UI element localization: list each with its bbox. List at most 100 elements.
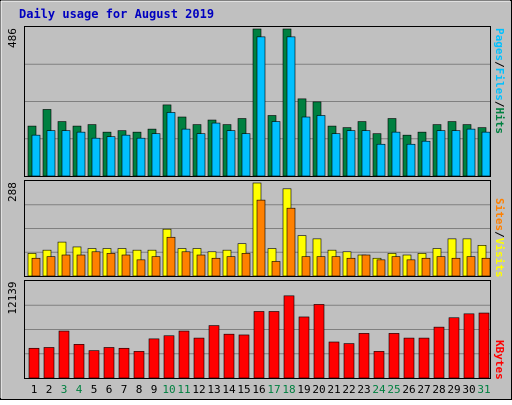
kbytes-bar (88, 350, 100, 379)
kbytes-bar (118, 347, 130, 379)
x-tick-label: 1 (31, 383, 38, 396)
kbytes-bar (238, 334, 250, 379)
files-bar (361, 130, 371, 177)
sites-bar (226, 256, 236, 277)
sites-bar (106, 253, 116, 277)
kbytes-bar (478, 312, 490, 379)
x-tick-label: 15 (237, 383, 250, 396)
x-tick-label: 4 (76, 383, 83, 396)
sites-bar (391, 256, 401, 277)
hits-axis-max-label: 486 (6, 28, 19, 48)
kbytes-axis-max-label: 12139 (6, 281, 19, 314)
sites-bar (136, 259, 146, 277)
files-bar (166, 112, 176, 177)
x-tick-label: 5 (91, 383, 98, 396)
files-bar (61, 130, 71, 177)
kbytes-bar (448, 317, 460, 379)
files-bar (211, 122, 221, 177)
kbytes-bar (43, 347, 55, 379)
x-tick-label: 12 (192, 383, 205, 396)
x-tick-label: 26 (402, 383, 415, 396)
x-tick-label: 24 (372, 383, 386, 396)
x-tick-label: 10 (162, 383, 175, 396)
x-tick-label: 16 (252, 383, 265, 396)
sites-bar (361, 254, 371, 277)
sites-bar (151, 256, 161, 277)
sites-bar (166, 236, 176, 277)
sites-bar (61, 254, 71, 277)
legend-separator: / (493, 231, 506, 238)
x-tick-label: 2 (46, 383, 53, 396)
legend-sites: Sites (493, 198, 506, 231)
files-bar (376, 143, 386, 177)
sites-bar (376, 259, 386, 277)
x-tick-label: 11 (177, 383, 190, 396)
sites-bar (316, 256, 326, 277)
bars (27, 28, 491, 379)
kbytes-bar (163, 335, 175, 379)
files-bar (136, 137, 146, 177)
files-bar (346, 130, 356, 177)
kbytes-bar (193, 337, 205, 379)
sites-bar (436, 256, 446, 277)
kbytes-bar (253, 311, 265, 379)
x-tick-label: 31 (477, 383, 490, 396)
kbytes-bar (403, 337, 415, 379)
files-bar (121, 134, 131, 177)
sites-bar (121, 254, 131, 277)
files-bar (436, 130, 446, 177)
x-tick-label: 13 (207, 383, 220, 396)
kbytes-bar (28, 347, 40, 379)
chart-title: Daily usage for August 2019 (19, 7, 214, 21)
files-bar (241, 133, 251, 177)
sites-bar (46, 256, 56, 277)
sites-bar (241, 253, 251, 277)
x-axis-day-labels: 1 2 3 4 5 6 7 8 9 10 11 12 13 14 15 16 17 18 19 20 21 22 23 24 2… (31, 383, 491, 396)
files-bar (196, 133, 206, 177)
hits-legend: Pages/Files/Hits (493, 28, 506, 134)
kbytes-bar (418, 337, 430, 379)
sites-bar (31, 257, 41, 277)
legend-pages: Pages (493, 28, 506, 61)
files-bar (271, 121, 281, 177)
sites-bar (181, 251, 191, 277)
x-tick-label: 20 (312, 383, 325, 396)
files-bar (76, 131, 86, 177)
visits-legend: Sites/Visits (493, 198, 506, 278)
x-tick-label: 9 (151, 383, 158, 396)
sites-bar (451, 257, 461, 277)
sites-bar (286, 207, 296, 277)
x-tick-label: 27 (417, 383, 430, 396)
kbytes-bar (433, 326, 445, 379)
kbytes-legend: KBytes (493, 340, 506, 380)
files-bar (466, 128, 476, 177)
kbytes-bar (283, 295, 295, 379)
kbytes-bar (133, 351, 145, 379)
x-tick-label: 23 (357, 383, 370, 396)
kbytes-bar (148, 338, 160, 379)
sites-bar (301, 256, 311, 277)
kbytes-bar (463, 313, 475, 379)
kbytes-bar (328, 341, 340, 379)
x-tick-label: 18 (282, 383, 295, 396)
kbytes-bar (103, 347, 115, 379)
x-tick-label: 29 (447, 383, 460, 396)
kbytes-bar (268, 311, 280, 379)
kbytes-bar (388, 333, 400, 379)
files-bar (286, 36, 296, 177)
sites-bar (406, 259, 416, 277)
files-bar (151, 133, 161, 177)
files-bar (226, 130, 236, 177)
kbytes-bar (373, 351, 385, 379)
sites-bar (271, 261, 281, 277)
kbytes-bar (358, 333, 370, 379)
files-bar (481, 131, 491, 177)
kbytes-bar (313, 304, 325, 379)
files-bar (406, 143, 416, 177)
kbytes-bar (343, 343, 355, 379)
x-tick-label: 6 (106, 383, 113, 396)
sites-bar (91, 251, 101, 277)
x-tick-label: 21 (327, 383, 340, 396)
sites-bar (211, 257, 221, 277)
